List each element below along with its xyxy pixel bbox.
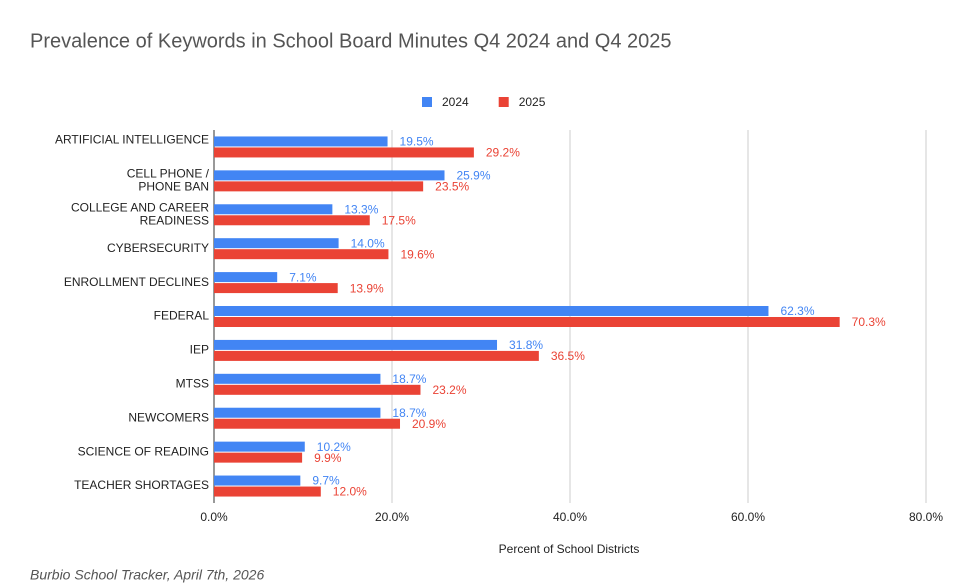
value-label: 18.7%: [392, 372, 426, 386]
legend-swatch: [498, 97, 509, 107]
y-tick-label: ARTIFICIAL INTELLIGENCE: [55, 133, 209, 147]
y-tick-label: CELL PHONE / PHONE BAN: [127, 167, 210, 194]
y-tick-label: FEDERAL: [154, 309, 210, 323]
legend-label: 2024: [442, 95, 469, 109]
legend-swatch: [422, 97, 432, 107]
bar: [214, 407, 381, 418]
bar: [214, 373, 381, 384]
bar: [214, 249, 389, 260]
bar: [214, 475, 301, 486]
bar: [214, 136, 388, 147]
bar: [214, 170, 445, 181]
y-tick-label: MTSS: [176, 376, 209, 390]
bar: [214, 350, 539, 361]
x-tick-label: 40.0%: [553, 510, 587, 524]
y-tick-label: IEP: [190, 343, 209, 357]
bar: [214, 204, 333, 215]
value-label: 7.1%: [289, 270, 317, 284]
bar: [214, 317, 840, 327]
bar: [214, 283, 338, 294]
value-label: 10.2%: [317, 440, 351, 454]
value-label: 13.3%: [344, 202, 378, 216]
bar: [214, 147, 474, 158]
bar: [214, 215, 370, 226]
value-label: 19.6%: [400, 247, 434, 261]
value-label: 9.9%: [314, 451, 342, 465]
value-label: 9.7%: [312, 474, 340, 488]
bar: [214, 272, 278, 283]
bar: [214, 452, 303, 463]
bar: [214, 238, 339, 249]
y-tick-label: NEWCOMERS: [128, 410, 209, 424]
value-label: 23.2%: [432, 383, 466, 397]
y-tick-label: SCIENCE OF READING: [78, 444, 209, 458]
value-label: 13.9%: [350, 281, 384, 295]
value-label: 36.5%: [551, 349, 585, 363]
value-label: 70.3%: [852, 315, 886, 329]
value-label: 19.5%: [400, 135, 434, 149]
bar: [214, 181, 424, 192]
x-axis-title: Percent of School Districts: [499, 542, 640, 556]
source-note: Burbio School Tracker, April 7th, 2026: [30, 567, 264, 583]
value-label: 25.9%: [457, 169, 491, 183]
x-tick-label: 80.0%: [909, 510, 943, 524]
y-tick-label: ENROLLMENT DECLINES: [64, 275, 209, 289]
y-tick-label: TEACHER SHORTAGES: [74, 478, 209, 492]
bar: [214, 418, 401, 429]
bar: [214, 441, 305, 452]
y-tick-label: COLLEGE AND CAREER READINESS: [71, 200, 209, 227]
value-label: 62.3%: [780, 304, 814, 318]
value-label: 31.8%: [509, 338, 543, 352]
value-label: 14.0%: [351, 236, 385, 250]
x-tick-label: 0.0%: [200, 510, 228, 524]
bar: [214, 339, 498, 350]
x-tick-label: 60.0%: [731, 510, 765, 524]
bar: [214, 384, 421, 395]
value-label: 20.9%: [412, 417, 446, 431]
value-label: 18.7%: [392, 406, 426, 420]
bar: [214, 486, 321, 497]
value-label: 29.2%: [486, 146, 520, 160]
value-label: 23.5%: [435, 180, 469, 194]
value-label: 12.0%: [333, 485, 367, 499]
x-tick-label: 20.0%: [375, 510, 409, 524]
chart-title: Prevalence of Keywords in School Board M…: [30, 30, 672, 52]
legend-label: 2025: [519, 95, 546, 109]
value-label: 17.5%: [382, 213, 416, 227]
bar: [214, 306, 769, 316]
y-tick-label: CYBERSECURITY: [107, 241, 209, 255]
